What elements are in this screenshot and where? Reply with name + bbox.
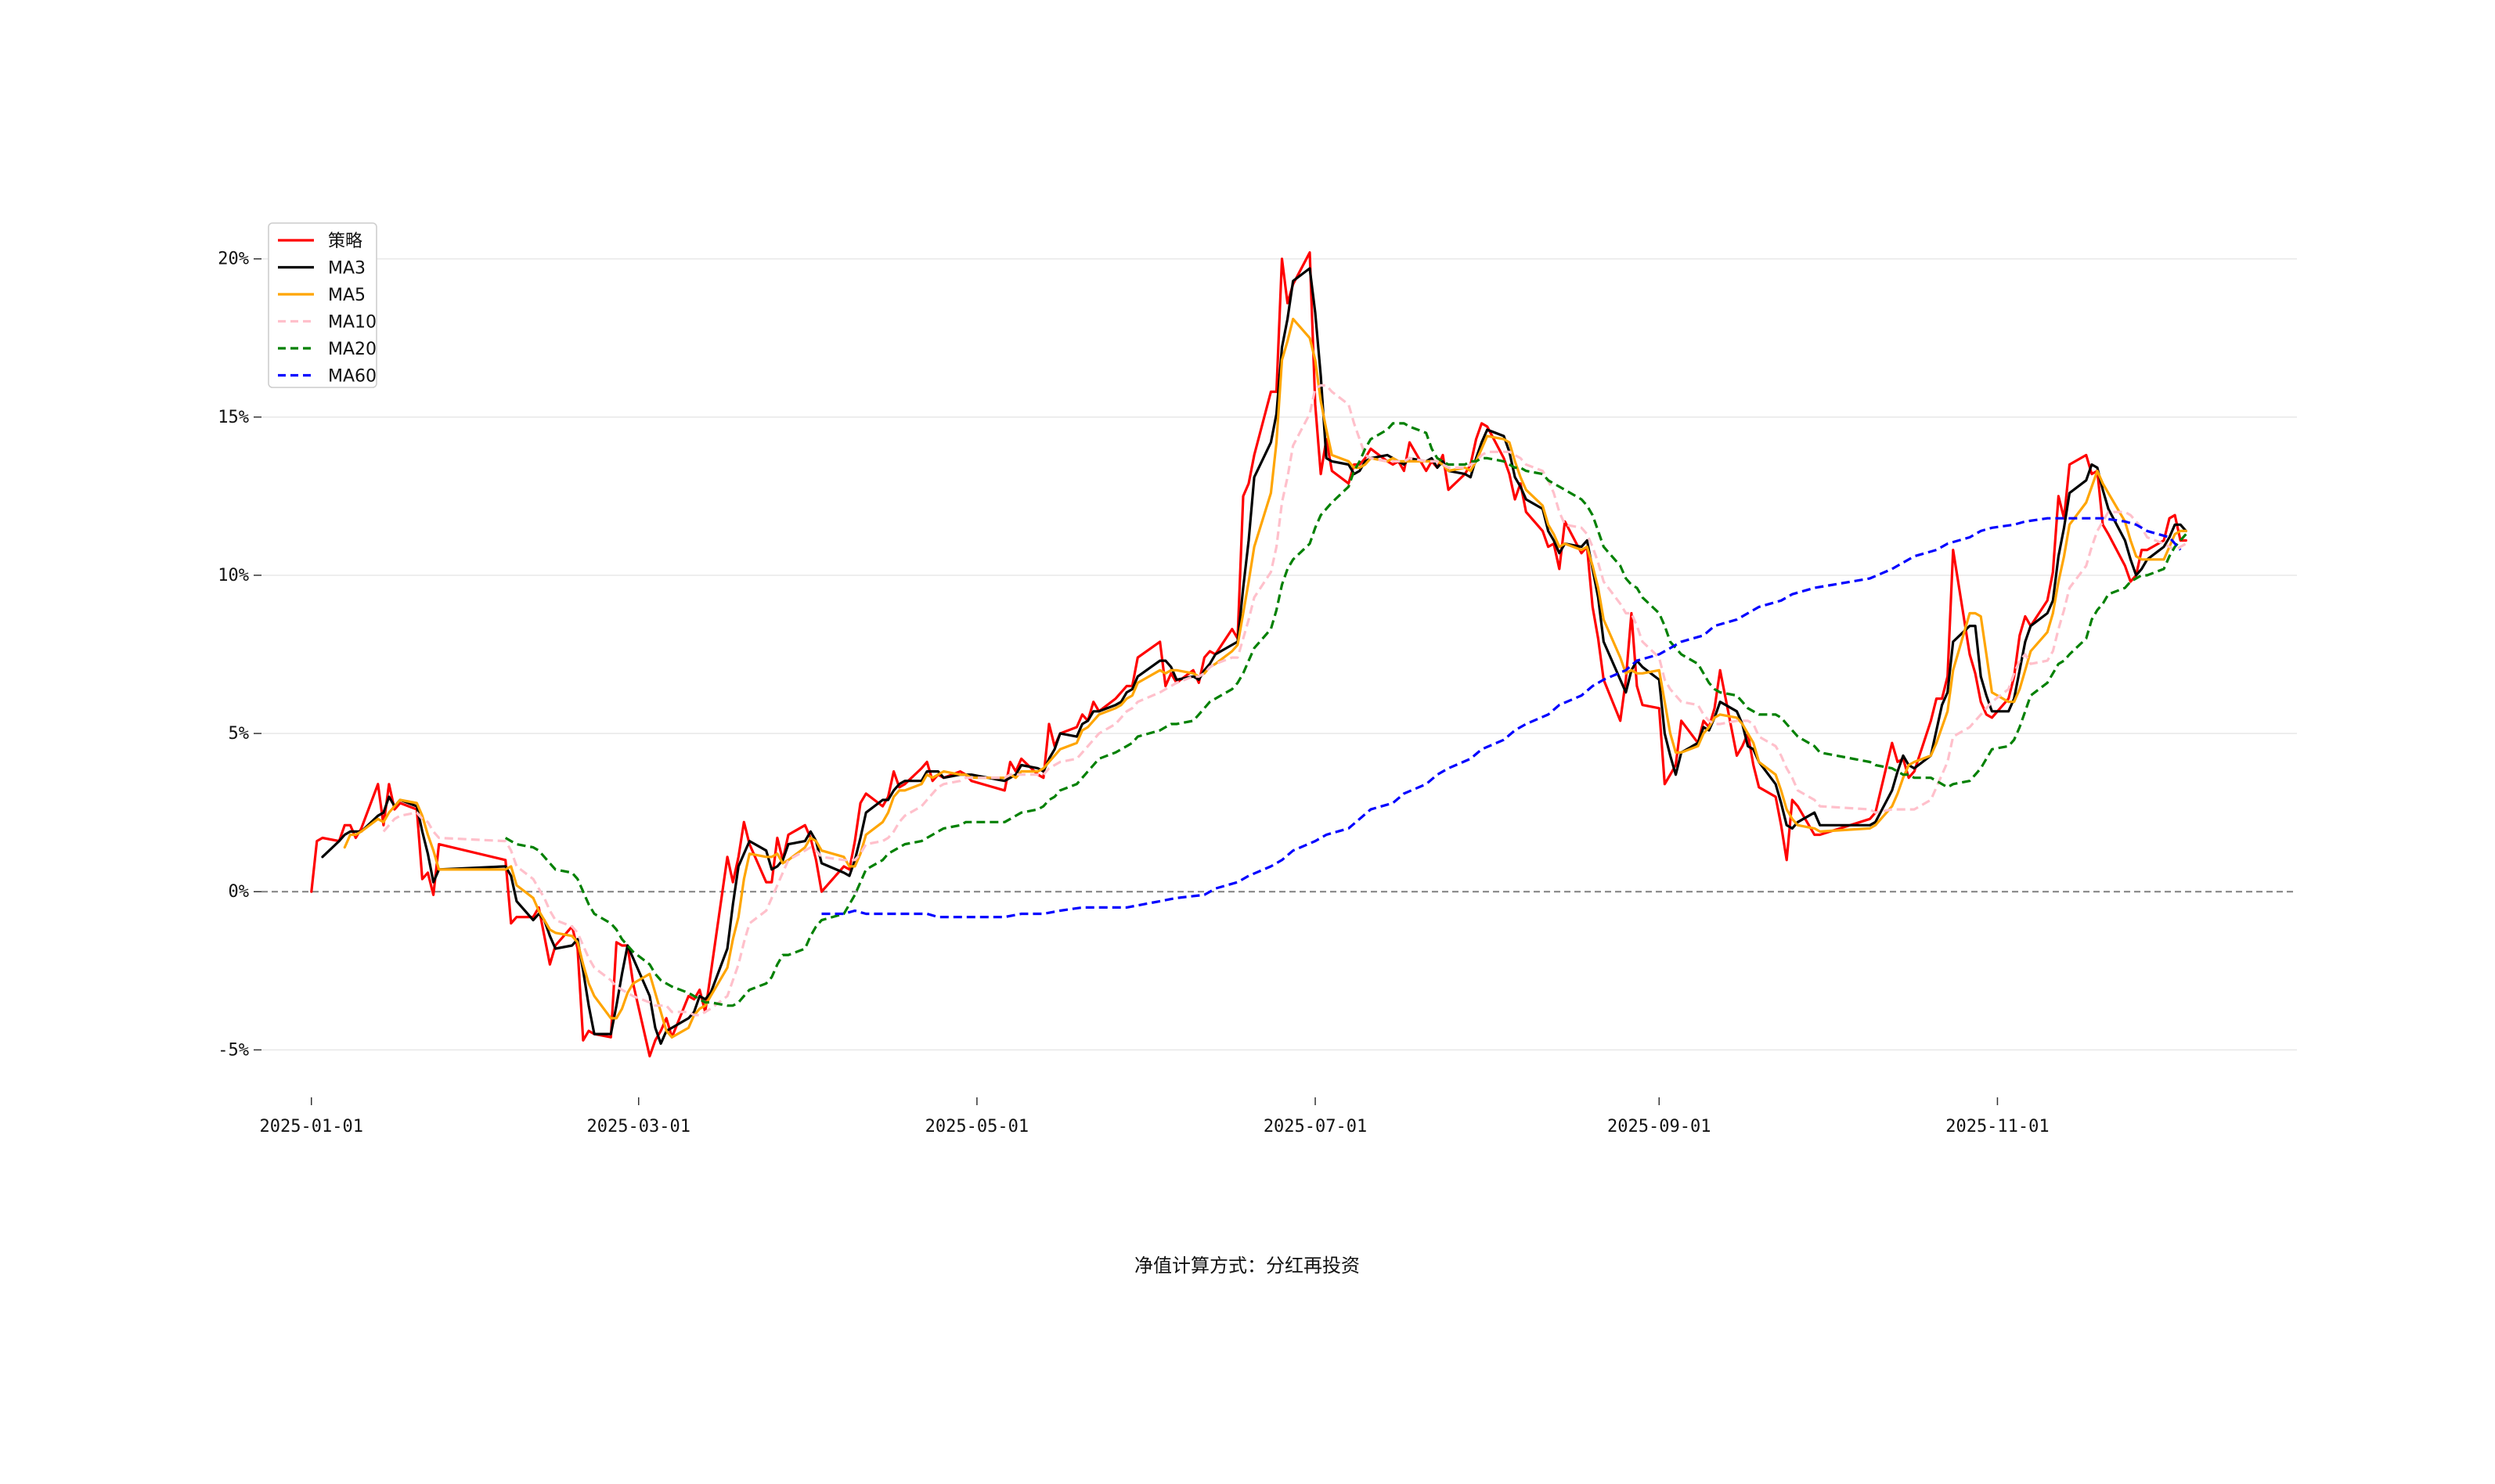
legend-label: MA5 [328,286,366,305]
x-tick-label: 2025-05-01 [925,1117,1029,1136]
x-tick-label: 2025-09-01 [1607,1117,1711,1136]
legend: 策略 MA3 MA5 MA10 MA20 MA60 [268,222,377,388]
x-tick-label: 2025-01-01 [260,1117,363,1136]
series-line-ma3 [321,267,2187,1045]
x-tick-label: 2025-07-01 [1264,1117,1367,1136]
y-tick-label: -5% [218,1040,249,1060]
legend-box [268,222,377,388]
y-tick-label: 15% [218,408,249,427]
x-tick-label: 2025-03-01 [587,1117,690,1136]
series-line-ma60 [821,517,2182,919]
legend-label: MA60 [328,367,377,387]
series-line-ma10 [382,384,2187,1017]
y-tick-label: 0% [229,882,250,902]
series-lines [310,251,2187,1057]
axes: -5% 0% 5% 10% 15% 20% 2025-01-01 2025-03-01 2025… [218,250,2049,1136]
y-tick-label: 10% [218,566,249,585]
series-line-ma20 [504,422,2187,1007]
legend-label: MA10 [328,313,377,333]
x-tick-label: 2025-11-01 [1945,1117,2049,1136]
footnote: 净值计算方式：分红再投资 [1134,1255,1360,1277]
legend-label: MA20 [328,340,377,359]
y-tick-label: 20% [218,250,249,269]
series-line-ma5 [343,317,2187,1039]
legend-label: MA3 [328,259,366,279]
series-line-策略 [310,251,2187,1057]
y-tick-label: 5% [229,724,250,744]
grid-lines [261,258,2297,1051]
legend-label: 策略 [328,232,362,251]
